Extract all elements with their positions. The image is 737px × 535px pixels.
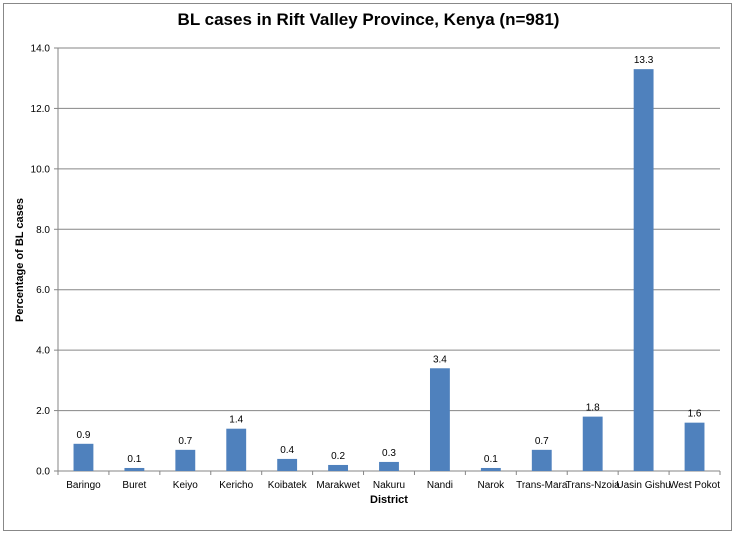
y-tick-label: 14.0 (31, 44, 51, 55)
chart-frame (3, 3, 732, 531)
data-label: 3.4 (433, 354, 447, 365)
x-tick-label: Nandi (427, 480, 453, 491)
x-tick-label: Trans-Nzoia (566, 480, 621, 491)
x-axis-ticks: Baringo Buret Keiyo Kericho Koibatek Marakwet… (57, 471, 721, 491)
y-tick-label: 6.0 (36, 285, 50, 296)
data-label: 0.1 (127, 454, 141, 465)
x-tick-label: Nakuru (373, 480, 405, 491)
y-tick-label: 10.0 (31, 164, 51, 175)
bar-kericho (226, 428, 247, 471)
bar-narok (480, 467, 501, 471)
x-tick-label: Trans-Mara (516, 480, 568, 491)
bar-uasin-gishu (633, 69, 654, 472)
data-label: 1.4 (229, 415, 243, 426)
x-tick-label: Buret (122, 480, 146, 491)
y-tick-label: 0.0 (36, 467, 50, 478)
bar-buret (124, 467, 145, 471)
x-tick-label: Keiyo (173, 480, 198, 491)
data-label: 0.7 (178, 436, 192, 447)
gridlines (58, 47, 720, 412)
data-label: 0.2 (331, 451, 345, 462)
bar-nakuru (379, 461, 399, 471)
x-axis-label: District (370, 494, 408, 506)
data-label: 0.3 (382, 448, 396, 459)
x-tick-label: Koibatek (268, 480, 308, 491)
x-tick-label: Uasin Gishu (616, 480, 670, 491)
data-label: 0.1 (484, 454, 498, 465)
x-tick-label: Kericho (219, 480, 253, 491)
bar-trans-nzoia (582, 416, 603, 471)
bar-koibatek (277, 458, 298, 471)
data-label: 0.9 (77, 430, 91, 441)
bar-marakwet (328, 464, 349, 471)
bar-trans-mara (531, 449, 552, 471)
x-tick-label: West Pokot (669, 480, 720, 491)
y-tick-label: 8.0 (36, 225, 50, 236)
bars (73, 69, 705, 472)
y-axis-ticks: 0.0 2.0 4.0 6.0 8.0 10.0 12.0 14.0 (31, 44, 58, 478)
axes (57, 48, 720, 472)
bar-baringo (73, 443, 94, 471)
y-tick-label: 12.0 (31, 104, 51, 115)
bar-nandi (429, 368, 450, 471)
y-axis-label: Percentage of BL cases (14, 198, 26, 322)
data-label: 13.3 (634, 55, 654, 66)
x-tick-label: Narok (478, 480, 506, 491)
x-tick-label: Marakwet (316, 480, 360, 491)
data-labels: 0.9 0.1 0.7 1.4 0.4 0.2 0.3 3.4 0.1 0.7 1.8 13.3 1.6 (77, 55, 702, 465)
y-tick-label: 2.0 (36, 406, 50, 417)
data-label: 0.4 (280, 445, 294, 456)
data-label: 1.8 (586, 403, 600, 414)
data-label: 1.6 (688, 409, 702, 420)
bar-keiyo (175, 449, 196, 471)
y-tick-label: 4.0 (36, 346, 50, 357)
bar-west-pokot (684, 422, 705, 471)
chart-title: BL cases in Rift Valley Province, Kenya … (177, 10, 560, 29)
data-label: 0.7 (535, 436, 549, 447)
x-tick-label: Baringo (66, 480, 101, 491)
